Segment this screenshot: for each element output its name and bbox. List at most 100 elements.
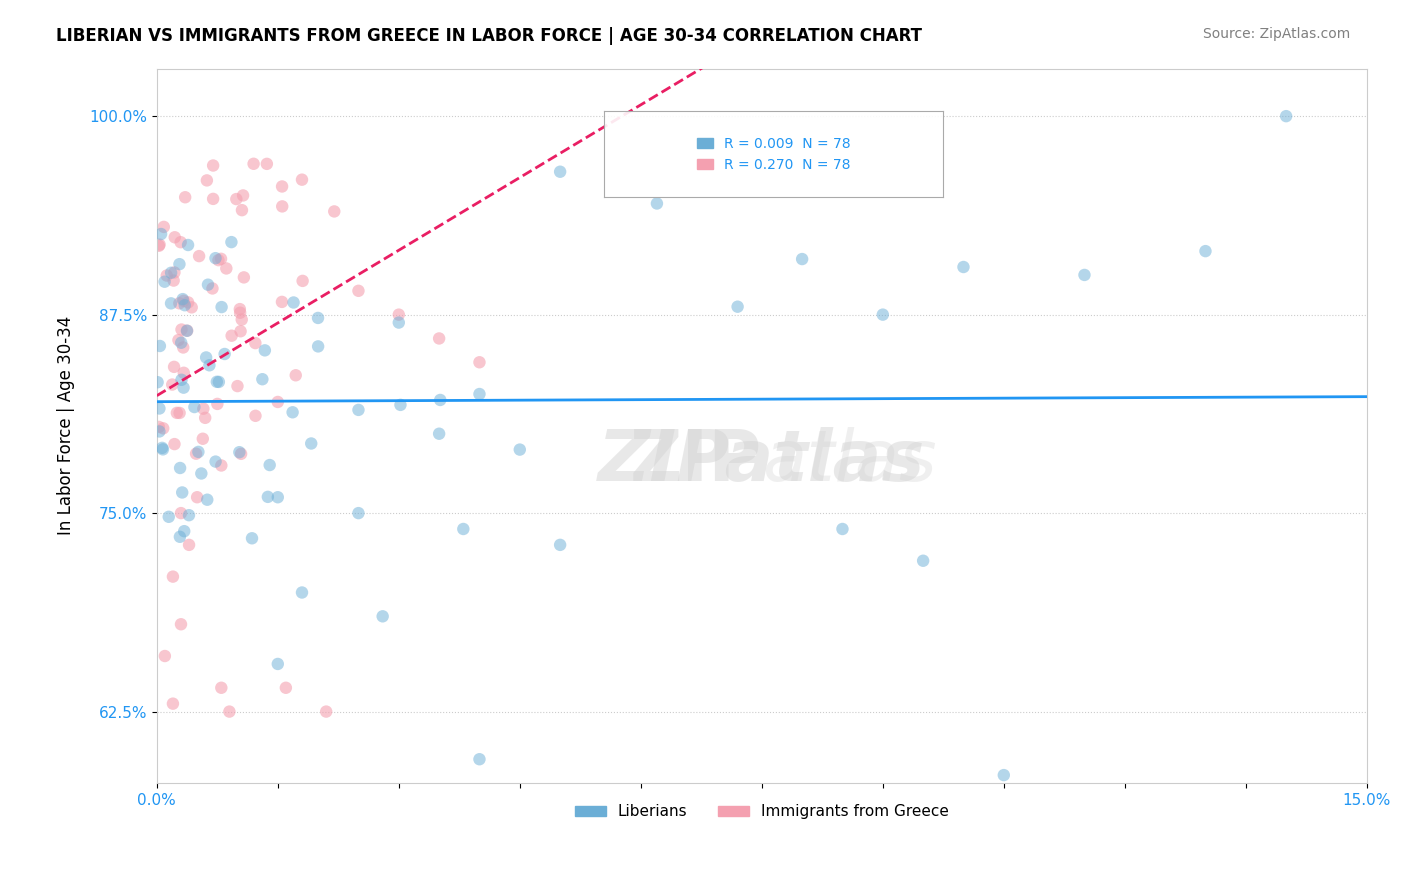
Point	[198, 359, 221, 373]
Point	[204, 251, 226, 265]
Point	[173, 366, 195, 380]
Point	[150, 227, 173, 241]
Point	[221, 235, 243, 249]
Point	[215, 261, 238, 276]
Point	[952, 260, 974, 274]
Point	[195, 492, 218, 507]
Point	[160, 377, 183, 392]
Point	[174, 190, 197, 204]
Point	[163, 437, 186, 451]
Point	[208, 375, 231, 389]
Point	[388, 308, 411, 322]
Text: ZIPatlas: ZIPatlas	[598, 427, 925, 496]
Point	[267, 490, 290, 504]
Point	[315, 705, 337, 719]
Point	[160, 296, 183, 310]
Point	[195, 351, 218, 365]
Point	[148, 237, 170, 252]
Point	[153, 275, 176, 289]
Point	[187, 445, 209, 459]
Point	[347, 403, 370, 417]
Point	[170, 335, 193, 350]
Point	[180, 301, 202, 315]
Point	[281, 405, 304, 419]
Text: ZIP: ZIP	[630, 427, 762, 496]
Point	[307, 339, 329, 353]
Text: atlas: atlas	[762, 427, 936, 496]
Point	[299, 436, 322, 450]
Point	[229, 302, 252, 317]
Point	[453, 522, 475, 536]
Point	[169, 235, 191, 250]
Point	[166, 406, 188, 420]
Point	[232, 270, 254, 285]
Point	[229, 324, 252, 338]
Point	[163, 265, 186, 279]
Point	[170, 506, 193, 520]
Point	[283, 295, 305, 310]
Point	[202, 192, 225, 206]
Point	[193, 401, 215, 416]
Point	[184, 447, 207, 461]
Point	[548, 165, 571, 179]
Point	[148, 425, 170, 439]
Point	[160, 266, 183, 280]
Point	[232, 188, 254, 202]
Point	[259, 458, 281, 472]
Point	[218, 705, 240, 719]
Point	[993, 768, 1015, 782]
Point	[284, 368, 307, 383]
Point	[177, 508, 200, 523]
Point	[468, 387, 491, 401]
Point	[347, 506, 370, 520]
Point	[173, 381, 195, 395]
Point	[271, 179, 294, 194]
Point	[177, 238, 200, 252]
Point	[197, 277, 219, 292]
Point	[170, 617, 193, 632]
Legend: Liberians, Immigrants from Greece: Liberians, Immigrants from Greece	[569, 798, 955, 825]
Point	[163, 230, 186, 244]
Point	[170, 373, 193, 387]
Point	[253, 343, 276, 358]
Point	[388, 316, 411, 330]
Point	[173, 298, 195, 312]
Point	[231, 203, 253, 218]
Point	[195, 173, 218, 187]
Point	[221, 328, 243, 343]
Point	[831, 522, 853, 536]
Point	[169, 257, 191, 271]
Point	[148, 401, 170, 416]
Point	[252, 372, 274, 386]
Point	[170, 322, 193, 336]
Point	[186, 490, 208, 504]
Point	[912, 554, 935, 568]
Point	[271, 294, 294, 309]
Point	[188, 249, 211, 263]
Point	[177, 295, 200, 310]
Point	[152, 219, 174, 234]
Point	[307, 310, 329, 325]
Point	[148, 239, 170, 253]
Point	[163, 359, 186, 374]
Point	[153, 648, 176, 663]
Point	[207, 397, 229, 411]
Point	[190, 467, 212, 481]
Point	[389, 398, 412, 412]
Point	[226, 379, 249, 393]
Point	[242, 157, 264, 171]
Point	[177, 538, 200, 552]
Point	[173, 524, 195, 538]
Point	[1275, 109, 1298, 123]
Point	[727, 300, 749, 314]
Point	[245, 336, 267, 351]
Point	[172, 341, 194, 355]
Point	[548, 538, 571, 552]
Point	[468, 752, 491, 766]
Point	[645, 196, 668, 211]
Point	[150, 441, 173, 455]
Point	[1073, 268, 1095, 282]
Point	[169, 296, 191, 310]
Point	[202, 159, 225, 173]
Point	[162, 569, 184, 583]
